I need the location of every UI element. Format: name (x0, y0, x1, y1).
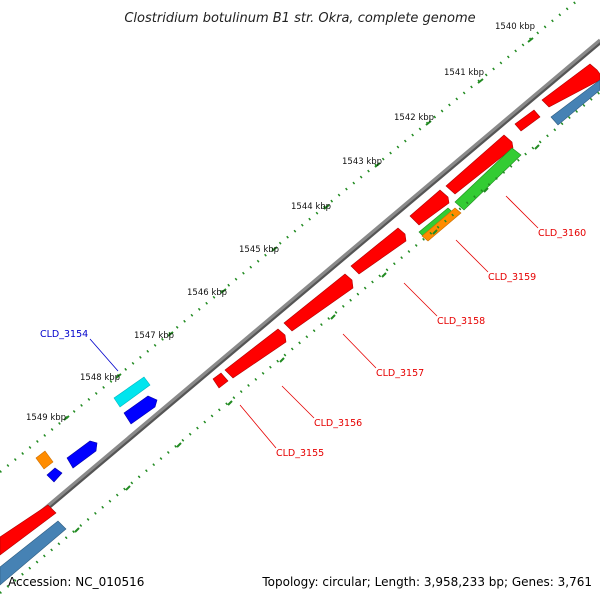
gene-label-cld-3158[interactable]: CLD_3158 (437, 316, 485, 327)
callout-line (455, 239, 489, 273)
map-title: Clostridium botulinum B1 str. Okra, comp… (124, 11, 475, 26)
topology-text: Topology: circular; Length: 3,958,233 bp… (261, 575, 592, 589)
tick-mark (477, 78, 484, 84)
inner-tick (534, 144, 540, 150)
cds-feature (0, 504, 57, 556)
tick-mark (220, 288, 227, 294)
tick-label: 1549 kbp (26, 413, 66, 423)
cds-feature-blue (123, 395, 158, 425)
tick-label: 1540 kbp (495, 22, 535, 32)
inner-tick (125, 485, 131, 491)
gene-label-cld-3157[interactable]: CLD_3157 (376, 368, 424, 379)
inner-tick (381, 272, 387, 278)
cds-feature-blue (46, 467, 63, 483)
tick-label: 1542 kbp (394, 113, 434, 123)
tick-label: 1547 kbp (134, 331, 174, 341)
gene-label-cld-3155[interactable]: CLD_3155 (276, 448, 324, 459)
inner-tick (330, 314, 336, 320)
cds-feature (514, 109, 541, 132)
gene-label-cld-3160[interactable]: CLD_3160 (538, 228, 586, 239)
accession-text: Accession: NC_010516 (8, 575, 144, 589)
tick-label: 1545 kbp (239, 245, 279, 255)
tick-mark (63, 415, 70, 421)
inner-tick (74, 527, 80, 533)
cds-feature (409, 189, 450, 226)
callouts (89, 195, 539, 449)
tick-label: 1546 kbp (187, 288, 227, 298)
cds-feature-blue (66, 440, 98, 469)
inner-tick (432, 229, 438, 235)
gene-label-cld-3159[interactable]: CLD_3159 (488, 272, 536, 283)
tick-mark (167, 331, 174, 337)
callout-line (239, 404, 277, 449)
callout-line (403, 282, 438, 317)
inner-tick (483, 187, 489, 193)
cds-feature (283, 273, 354, 332)
callout-line (89, 338, 119, 372)
tick-label: 1543 kbp (342, 157, 382, 167)
callout-line (505, 195, 539, 229)
cds-feature-steelblue (550, 79, 600, 126)
tick-mark (115, 373, 122, 379)
inner-tick (176, 442, 182, 448)
tick-mark (527, 37, 534, 43)
tick-label: 1544 kbp (291, 202, 331, 212)
tick-mark (271, 246, 278, 252)
misc-feature-orange (421, 207, 462, 242)
genome-backbone (0, 38, 600, 548)
callout-line (342, 333, 377, 369)
inner-tick (227, 400, 233, 406)
inner-ticks (74, 144, 540, 533)
misc-feature-orange (35, 450, 54, 470)
rna-feature-green (454, 147, 522, 211)
cds-track (0, 63, 600, 556)
tick-label: 1541 kbp (444, 68, 484, 78)
inner-tick (279, 357, 285, 363)
cds-feature-steelblue (0, 520, 67, 586)
tick-mark (374, 162, 381, 168)
inner-scale-ring (0, 91, 600, 594)
gene-label-cld-3154[interactable]: CLD_3154 (40, 329, 88, 340)
cds-feature (541, 63, 600, 108)
tick-mark (425, 120, 432, 126)
gene-label-cld-3156[interactable]: CLD_3156 (314, 418, 362, 429)
cds-feature (212, 372, 229, 389)
tick-label: 1548 kbp (80, 373, 120, 383)
cds-feature (445, 134, 514, 195)
cds-feature (350, 227, 407, 275)
trna-feature (113, 376, 151, 408)
outer-scale-ring (0, 0, 579, 473)
tick-mark (323, 204, 330, 210)
callout-line (281, 385, 315, 419)
cds-feature (224, 328, 287, 379)
kbp-ticks: 1540 kbp 1541 kbp 1542 kbp 1543 kbp 1544… (26, 22, 535, 423)
